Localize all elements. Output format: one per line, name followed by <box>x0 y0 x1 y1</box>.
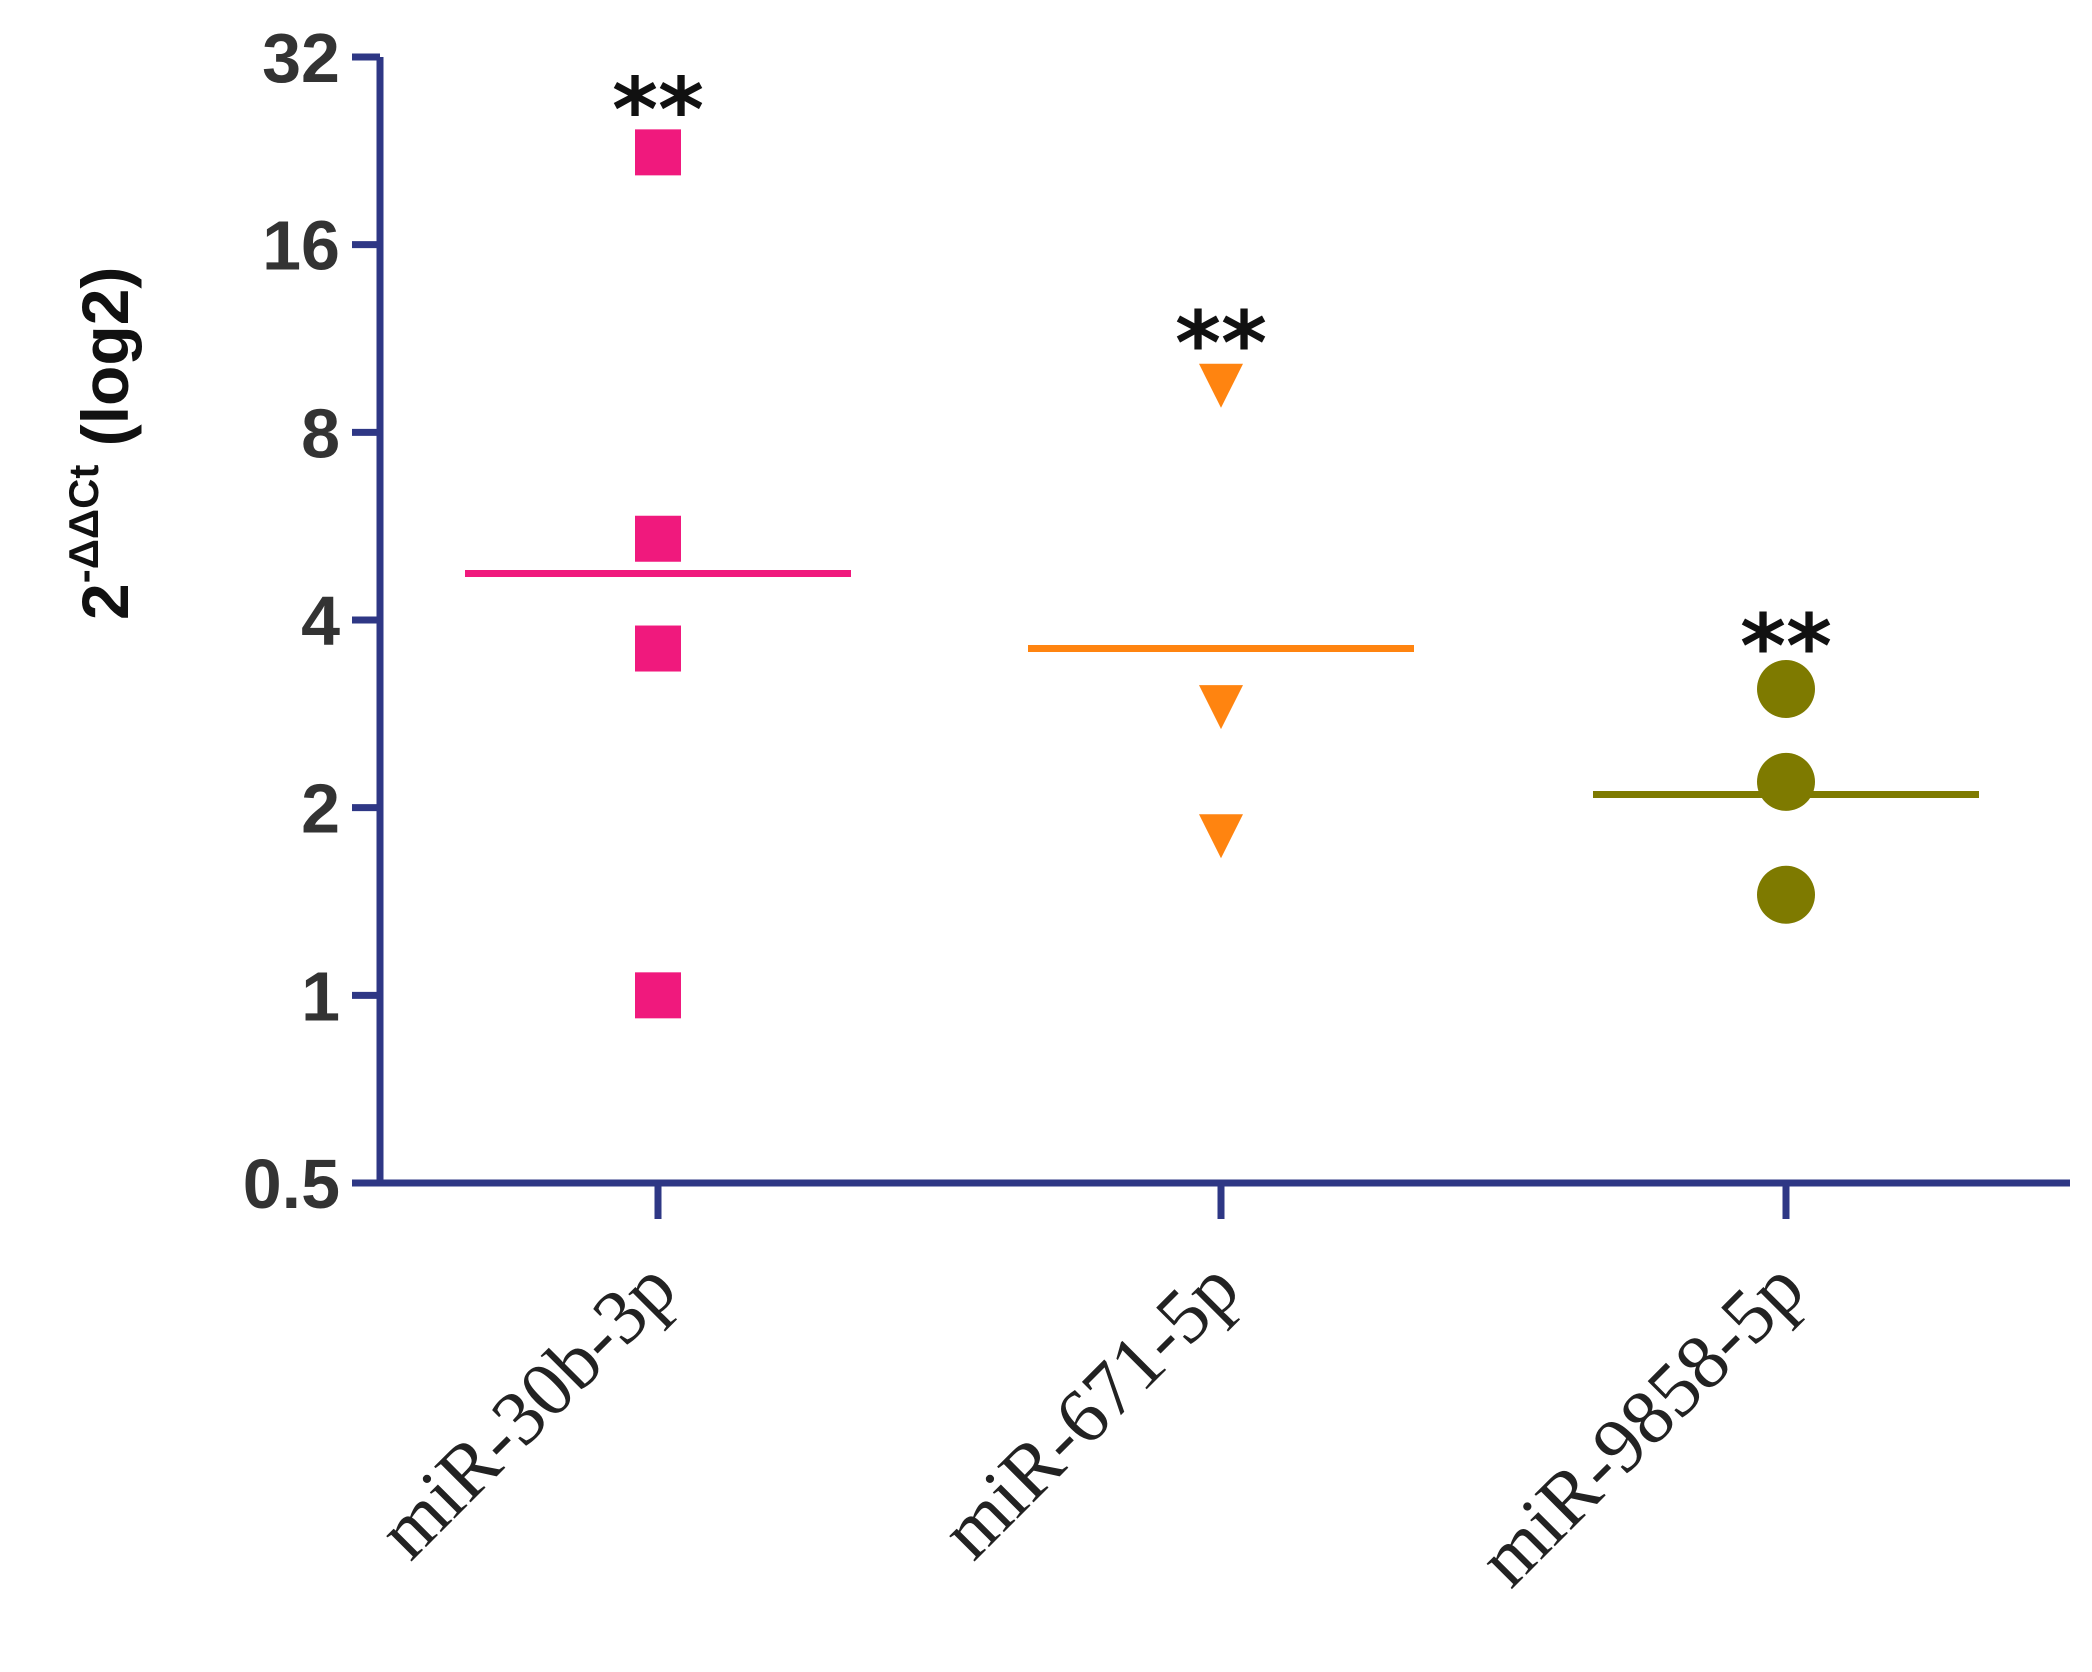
y-axis-label: 2-ΔΔCt (log2) <box>60 267 142 620</box>
significance-label: ** <box>1740 595 1832 698</box>
x-axis-ticks: miR-30b-3p miR-671-5p miR-9858-5p <box>361 1183 1820 1602</box>
x-tick-label: miR-30b-3p <box>361 1244 692 1575</box>
y-tick-label: 8 <box>301 394 340 472</box>
y-tick-label: 4 <box>301 582 340 660</box>
y-axis-ticks: 0.5 1 2 4 8 16 32 <box>243 19 380 1223</box>
y-tick-label: 0.5 <box>243 1145 340 1223</box>
significance-markers: ** ** ** <box>612 58 1832 698</box>
data-point-triangle <box>1199 814 1243 859</box>
data-point-circle <box>1757 752 1815 811</box>
data-point-triangle <box>1199 363 1243 408</box>
data-point-triangle <box>1199 685 1243 730</box>
data-point-square <box>635 625 681 672</box>
y-tick-label: 16 <box>262 207 340 285</box>
y-tick-label: 32 <box>262 19 340 97</box>
y-tick-label: 1 <box>301 957 340 1035</box>
data-point-circle <box>1757 865 1815 924</box>
data-point-circle <box>1757 660 1815 719</box>
data-points <box>635 129 1815 1019</box>
y-tick-label: 2 <box>301 770 340 848</box>
significance-label: ** <box>612 58 704 161</box>
y-axis-label-base: 2 <box>68 583 142 620</box>
x-tick-label: miR-671-5p <box>924 1244 1255 1575</box>
data-point-square <box>635 972 681 1019</box>
x-tick-label: miR-9858-5p <box>1461 1244 1820 1603</box>
y-axis-label-suffix: (log2) <box>68 267 142 465</box>
significance-label: ** <box>1175 292 1267 395</box>
data-point-square <box>635 129 681 176</box>
data-point-square <box>635 515 681 562</box>
y-axis-label-superscript: -ΔΔCt <box>60 465 107 584</box>
